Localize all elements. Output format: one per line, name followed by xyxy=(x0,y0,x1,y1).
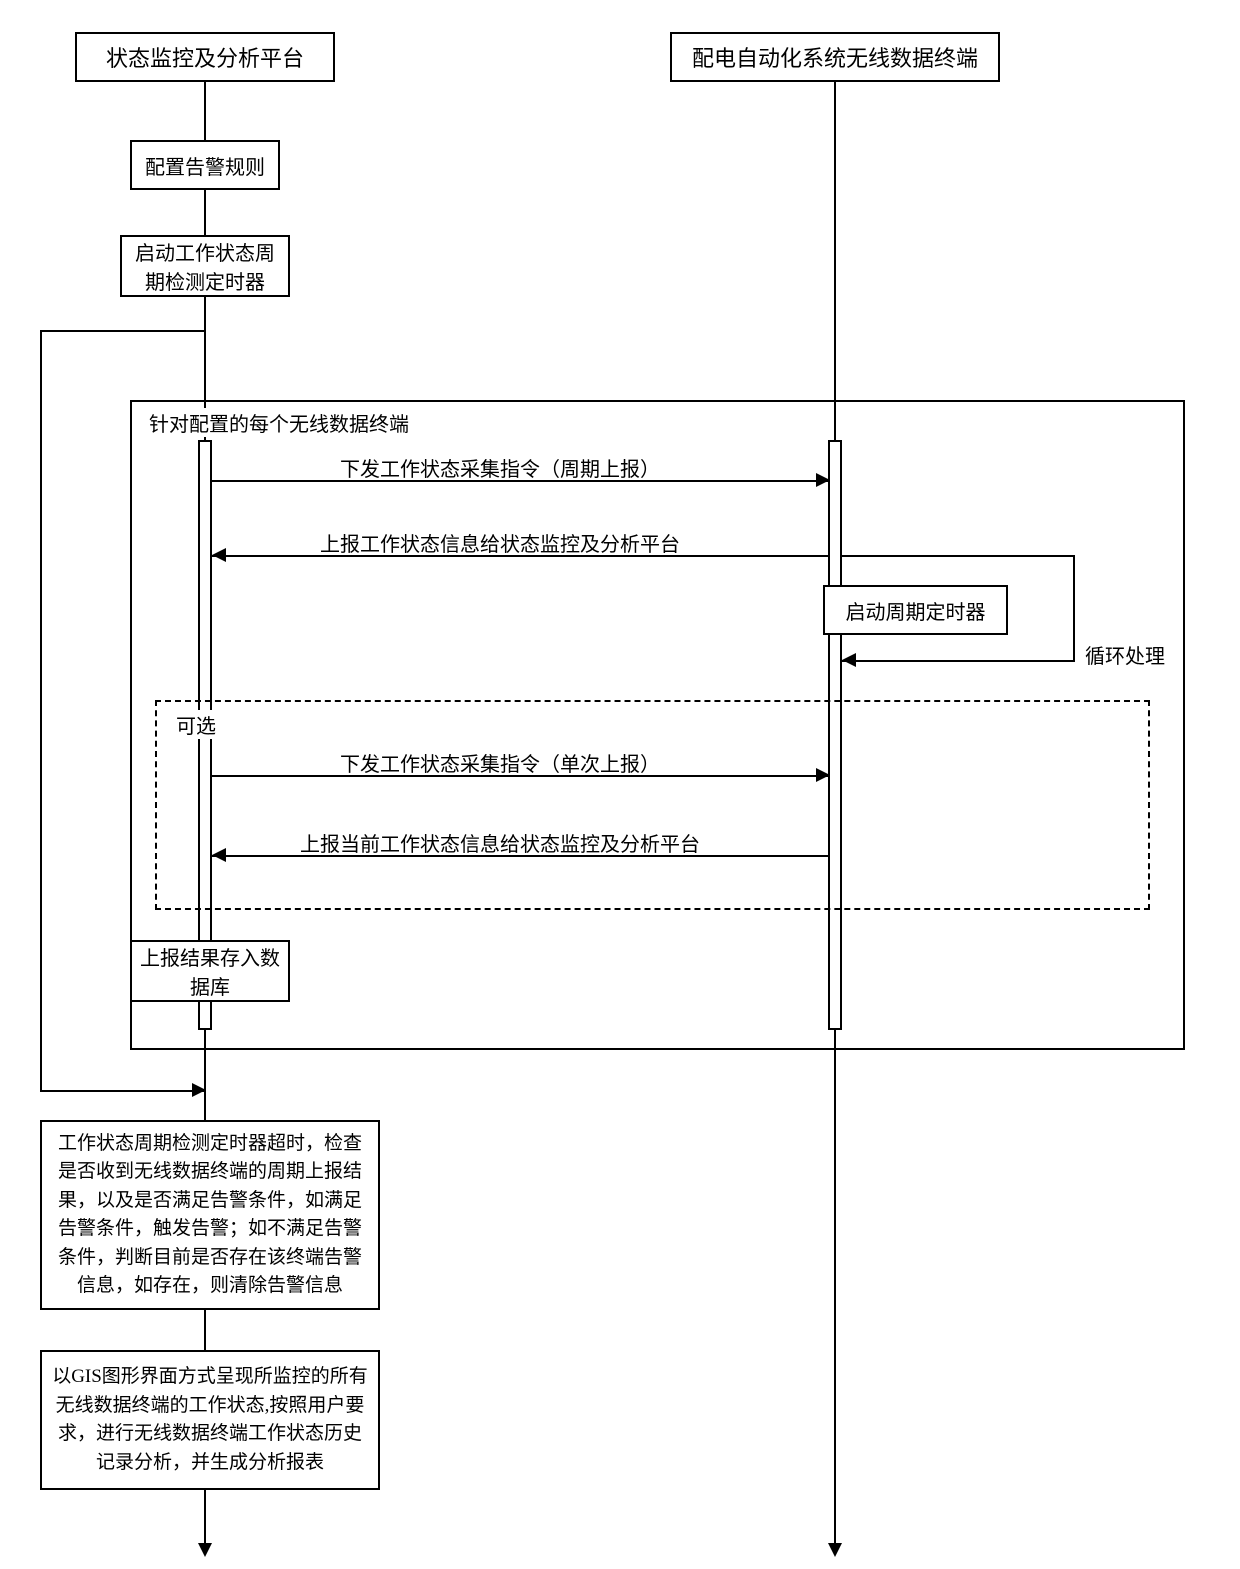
box-text: 启动周期定时器 xyxy=(846,596,986,625)
message-line xyxy=(212,480,828,482)
loop-arrow xyxy=(192,1083,206,1097)
box-store-db: 上报结果存入数据库 xyxy=(130,940,290,1002)
message-text: 下发工作状态采集指令（周期上报） xyxy=(340,453,660,482)
loop-line xyxy=(842,555,1075,557)
loop-line xyxy=(842,660,1075,662)
box-text: 上报结果存入数据库 xyxy=(140,942,280,1000)
box-start-timer: 启动工作状态周期检测定时器 xyxy=(120,235,290,297)
loop-arrow xyxy=(842,653,856,667)
lifeline-label: 配电自动化系统无线数据终端 xyxy=(692,41,978,73)
message-arrow xyxy=(816,473,830,487)
loop-line xyxy=(40,330,206,332)
box-text: 工作状态周期检测定时器超时，检查是否收到无线数据终端的周期上报结果，以及是否满足… xyxy=(50,1130,370,1301)
lifeline-end-arrow xyxy=(828,1543,842,1557)
message-arrow xyxy=(212,548,226,562)
message-text: 上报工作状态信息给状态监控及分析平台 xyxy=(320,528,680,557)
message-text: 上报当前工作状态信息给状态监控及分析平台 xyxy=(300,828,700,857)
connector xyxy=(204,330,206,400)
loop-line xyxy=(1073,555,1075,660)
box-cycle-timer: 启动周期定时器 xyxy=(823,585,1008,635)
fragment-optional-label: 可选 xyxy=(172,710,220,739)
loop-label: 循环处理 xyxy=(1085,640,1165,669)
loop-line xyxy=(204,297,206,330)
message-arrow xyxy=(816,768,830,782)
lifeline-header-right: 配电自动化系统无线数据终端 xyxy=(670,32,1000,82)
box-check-timeout: 工作状态周期检测定时器超时，检查是否收到无线数据终端的周期上报结果，以及是否满足… xyxy=(40,1120,380,1310)
box-text: 配置告警规则 xyxy=(145,151,265,180)
box-text: 以GIS图形界面方式呈现所监控的所有无线数据终端的工作状态,按照用户要求，进行无… xyxy=(50,1363,370,1477)
message-text: 下发工作状态采集指令（单次上报） xyxy=(340,748,660,777)
fragment-outer-label: 针对配置的每个无线数据终端 xyxy=(145,408,413,437)
lifeline-header-left: 状态监控及分析平台 xyxy=(75,32,335,82)
message-arrow xyxy=(212,848,226,862)
loop-line xyxy=(40,1090,206,1092)
fragment-optional xyxy=(155,700,1150,910)
message-line xyxy=(212,555,828,557)
message-line xyxy=(212,855,828,857)
box-text: 启动工作状态周期检测定时器 xyxy=(130,237,280,295)
box-gis-display: 以GIS图形界面方式呈现所监控的所有无线数据终端的工作状态,按照用户要求，进行无… xyxy=(40,1350,380,1490)
message-line xyxy=(212,775,828,777)
lifeline-label: 状态监控及分析平台 xyxy=(106,41,304,73)
lifeline-end-arrow xyxy=(198,1543,212,1557)
box-config-alarm: 配置告警规则 xyxy=(130,140,280,190)
loop-line xyxy=(40,330,42,1090)
